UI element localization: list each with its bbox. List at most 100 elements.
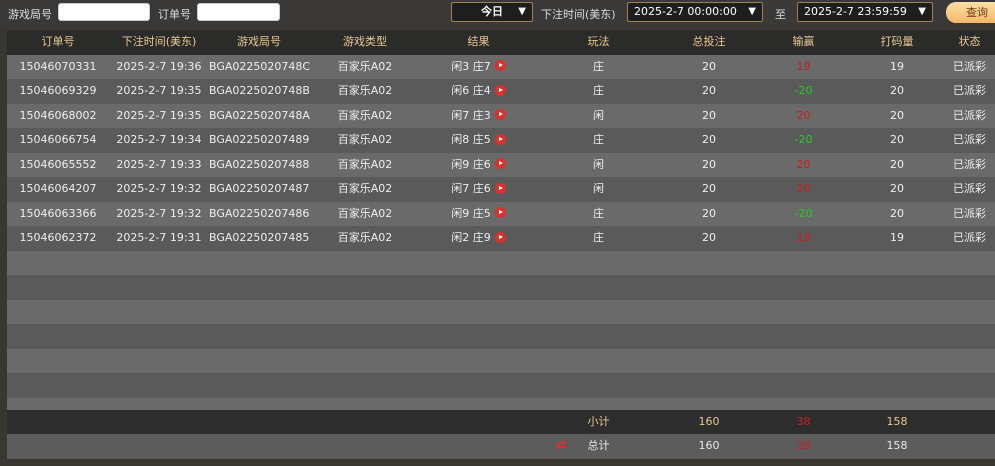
cell-text: 20 bbox=[702, 84, 716, 97]
cell-2: BGA02250207485 bbox=[209, 226, 309, 251]
period-select[interactable]: 今日 ▼ bbox=[451, 2, 533, 22]
cell-text: 20 bbox=[890, 108, 904, 122]
cell-text: 百家乐A02 bbox=[337, 231, 393, 244]
empty-row bbox=[7, 373, 995, 398]
cell-7: 20 bbox=[757, 153, 850, 178]
cell-2: BGA02250207489 bbox=[209, 128, 309, 153]
cell-1: 2025-2-7 19:32 bbox=[109, 177, 209, 202]
cell-1: 2025-2-7 19:34 bbox=[109, 128, 209, 153]
empty-row bbox=[7, 324, 995, 349]
cell-8: 20 bbox=[850, 202, 944, 227]
cell-text: 庄 bbox=[593, 231, 604, 244]
cell-2: BGA02250207486 bbox=[209, 202, 309, 227]
play-replay-icon[interactable] bbox=[494, 133, 506, 145]
cell-4: 闲3 庄7 bbox=[421, 55, 536, 80]
cell-text: 闲 bbox=[593, 108, 604, 122]
cell-text: 闲9 庄6 bbox=[451, 157, 491, 171]
cell-text: 已派彩 bbox=[953, 108, 986, 122]
play-replay-icon[interactable] bbox=[494, 84, 506, 96]
cell-3: 百家乐A02 bbox=[309, 55, 421, 80]
to-label: 至 bbox=[775, 8, 786, 21]
play-replay-icon[interactable] bbox=[494, 60, 506, 71]
cell-4: 闲9 庄6 bbox=[421, 153, 536, 178]
cell-3: 百家乐A02 bbox=[309, 226, 421, 251]
cell-8: 19 bbox=[850, 226, 944, 251]
cell-9: 已派彩 bbox=[944, 202, 995, 227]
cell-3: 百家乐A02 bbox=[309, 79, 421, 104]
order-input[interactable] bbox=[197, 3, 280, 21]
table-row: 15046062372 2025-2-7 19:31 BGA02250207485 百… bbox=[7, 226, 995, 251]
cell-5: 闲 bbox=[536, 104, 661, 129]
cell-0: 15046065552 bbox=[7, 153, 109, 178]
cell-text: 15046065552 bbox=[19, 157, 97, 171]
cell-text: BGA02250207489 bbox=[209, 133, 310, 146]
query-button[interactable]: 查询 bbox=[946, 2, 995, 23]
column-header: 输赢 bbox=[792, 35, 815, 48]
cell-text: -20 bbox=[794, 133, 813, 146]
cell-text: 已派彩 bbox=[953, 157, 986, 171]
cell-text: 闲9 庄5 bbox=[451, 206, 491, 220]
end-time-select[interactable]: 2025-2-7 23:59:59 ▼ bbox=[797, 2, 933, 22]
cell-0: 15046069329 bbox=[7, 79, 109, 104]
cell-9: 已派彩 bbox=[944, 153, 995, 178]
play-replay-icon[interactable] bbox=[494, 182, 506, 194]
cell-9: 已派彩 bbox=[944, 55, 995, 80]
cell-1: 2025-2-7 19:32 bbox=[109, 202, 209, 227]
cell-0: 15046066754 bbox=[7, 128, 109, 153]
cell-text: 闲8 庄5 bbox=[451, 133, 491, 146]
cell-text: 20 bbox=[702, 157, 716, 171]
cell-9: 已派彩 bbox=[944, 128, 995, 153]
start-time-value: 2025-2-7 00:00:00 bbox=[634, 5, 737, 18]
cell-text: 已派彩 bbox=[953, 59, 986, 73]
cell-text: 百家乐A02 bbox=[337, 59, 393, 73]
cell-text: 15046062372 bbox=[19, 231, 97, 244]
cell-text: 15046068002 bbox=[19, 108, 97, 122]
table-row: 15046070331 2025-2-7 19:36 BGA0225020748C 百… bbox=[7, 54, 995, 80]
cell-text: 闲7 庄3 bbox=[451, 108, 491, 122]
cell-5: 庄 bbox=[536, 128, 661, 153]
column-header: 状态 bbox=[958, 35, 981, 48]
subtotal-row: 小计 160 38 158 bbox=[7, 409, 995, 434]
cell-text: BGA0225020748A bbox=[209, 108, 310, 122]
cell-6: 20 bbox=[661, 104, 757, 129]
cell-text: 闲7 庄6 bbox=[451, 182, 491, 195]
table-row: 15046065552 2025-2-7 19:33 BGA02250207488 百… bbox=[7, 152, 995, 178]
cell-6: 20 bbox=[661, 55, 757, 80]
cell-7: 19 bbox=[757, 55, 850, 80]
cell-0: 15046062372 bbox=[7, 226, 109, 251]
cell-2: BGA0225020748A bbox=[209, 104, 310, 129]
play-replay-icon[interactable] bbox=[494, 109, 506, 120]
cell-8: 20 bbox=[850, 128, 944, 153]
cell-text: 2025-2-7 19:32 bbox=[116, 182, 202, 195]
cell-text: BGA02250207485 bbox=[209, 231, 310, 244]
filter-bar: 游戏局号 订单号 今日 ▼ 下注时间(美东) 2025-2-7 00:00:00 ▼… bbox=[0, 0, 995, 27]
refresh-icon[interactable]: ⇄ bbox=[556, 438, 567, 453]
cell-5: 闲 bbox=[536, 153, 661, 178]
play-replay-icon[interactable] bbox=[494, 158, 506, 169]
chevron-down-icon: ▼ bbox=[518, 6, 526, 17]
cell-0: 15046063366 bbox=[7, 202, 109, 227]
play-replay-icon[interactable] bbox=[494, 231, 506, 243]
cell-1: 2025-2-7 19:35 bbox=[109, 104, 209, 129]
cell-7: 20 bbox=[757, 177, 850, 202]
play-replay-icon[interactable] bbox=[494, 207, 506, 218]
column-header: 总投注 bbox=[692, 35, 726, 48]
cell-text: 2025-2-7 19:33 bbox=[116, 157, 202, 171]
cell-3: 百家乐A02 bbox=[309, 104, 421, 129]
cell-6: 20 bbox=[661, 226, 757, 251]
cell-2: BGA02250207487 bbox=[209, 177, 309, 202]
cell-text: 闲6 庄4 bbox=[451, 84, 491, 97]
round-input[interactable] bbox=[58, 3, 150, 21]
cell-3: 百家乐A02 bbox=[309, 202, 421, 227]
cell-0: 15046064207 bbox=[7, 177, 109, 202]
column-header: 游戏局号 bbox=[237, 35, 281, 48]
cell-3: 百家乐A02 bbox=[309, 128, 421, 153]
cell-6: 20 bbox=[661, 79, 757, 104]
cell-text: 15046069329 bbox=[19, 84, 97, 97]
cell-text: 20 bbox=[702, 59, 716, 73]
subtotal-bet: 160 bbox=[698, 414, 720, 428]
start-time-select[interactable]: 2025-2-7 00:00:00 ▼ bbox=[627, 2, 763, 22]
cell-text: 已派彩 bbox=[953, 133, 986, 146]
cell-4: 闲6 庄4 bbox=[421, 79, 536, 104]
column-header: 玩法 bbox=[587, 35, 610, 48]
